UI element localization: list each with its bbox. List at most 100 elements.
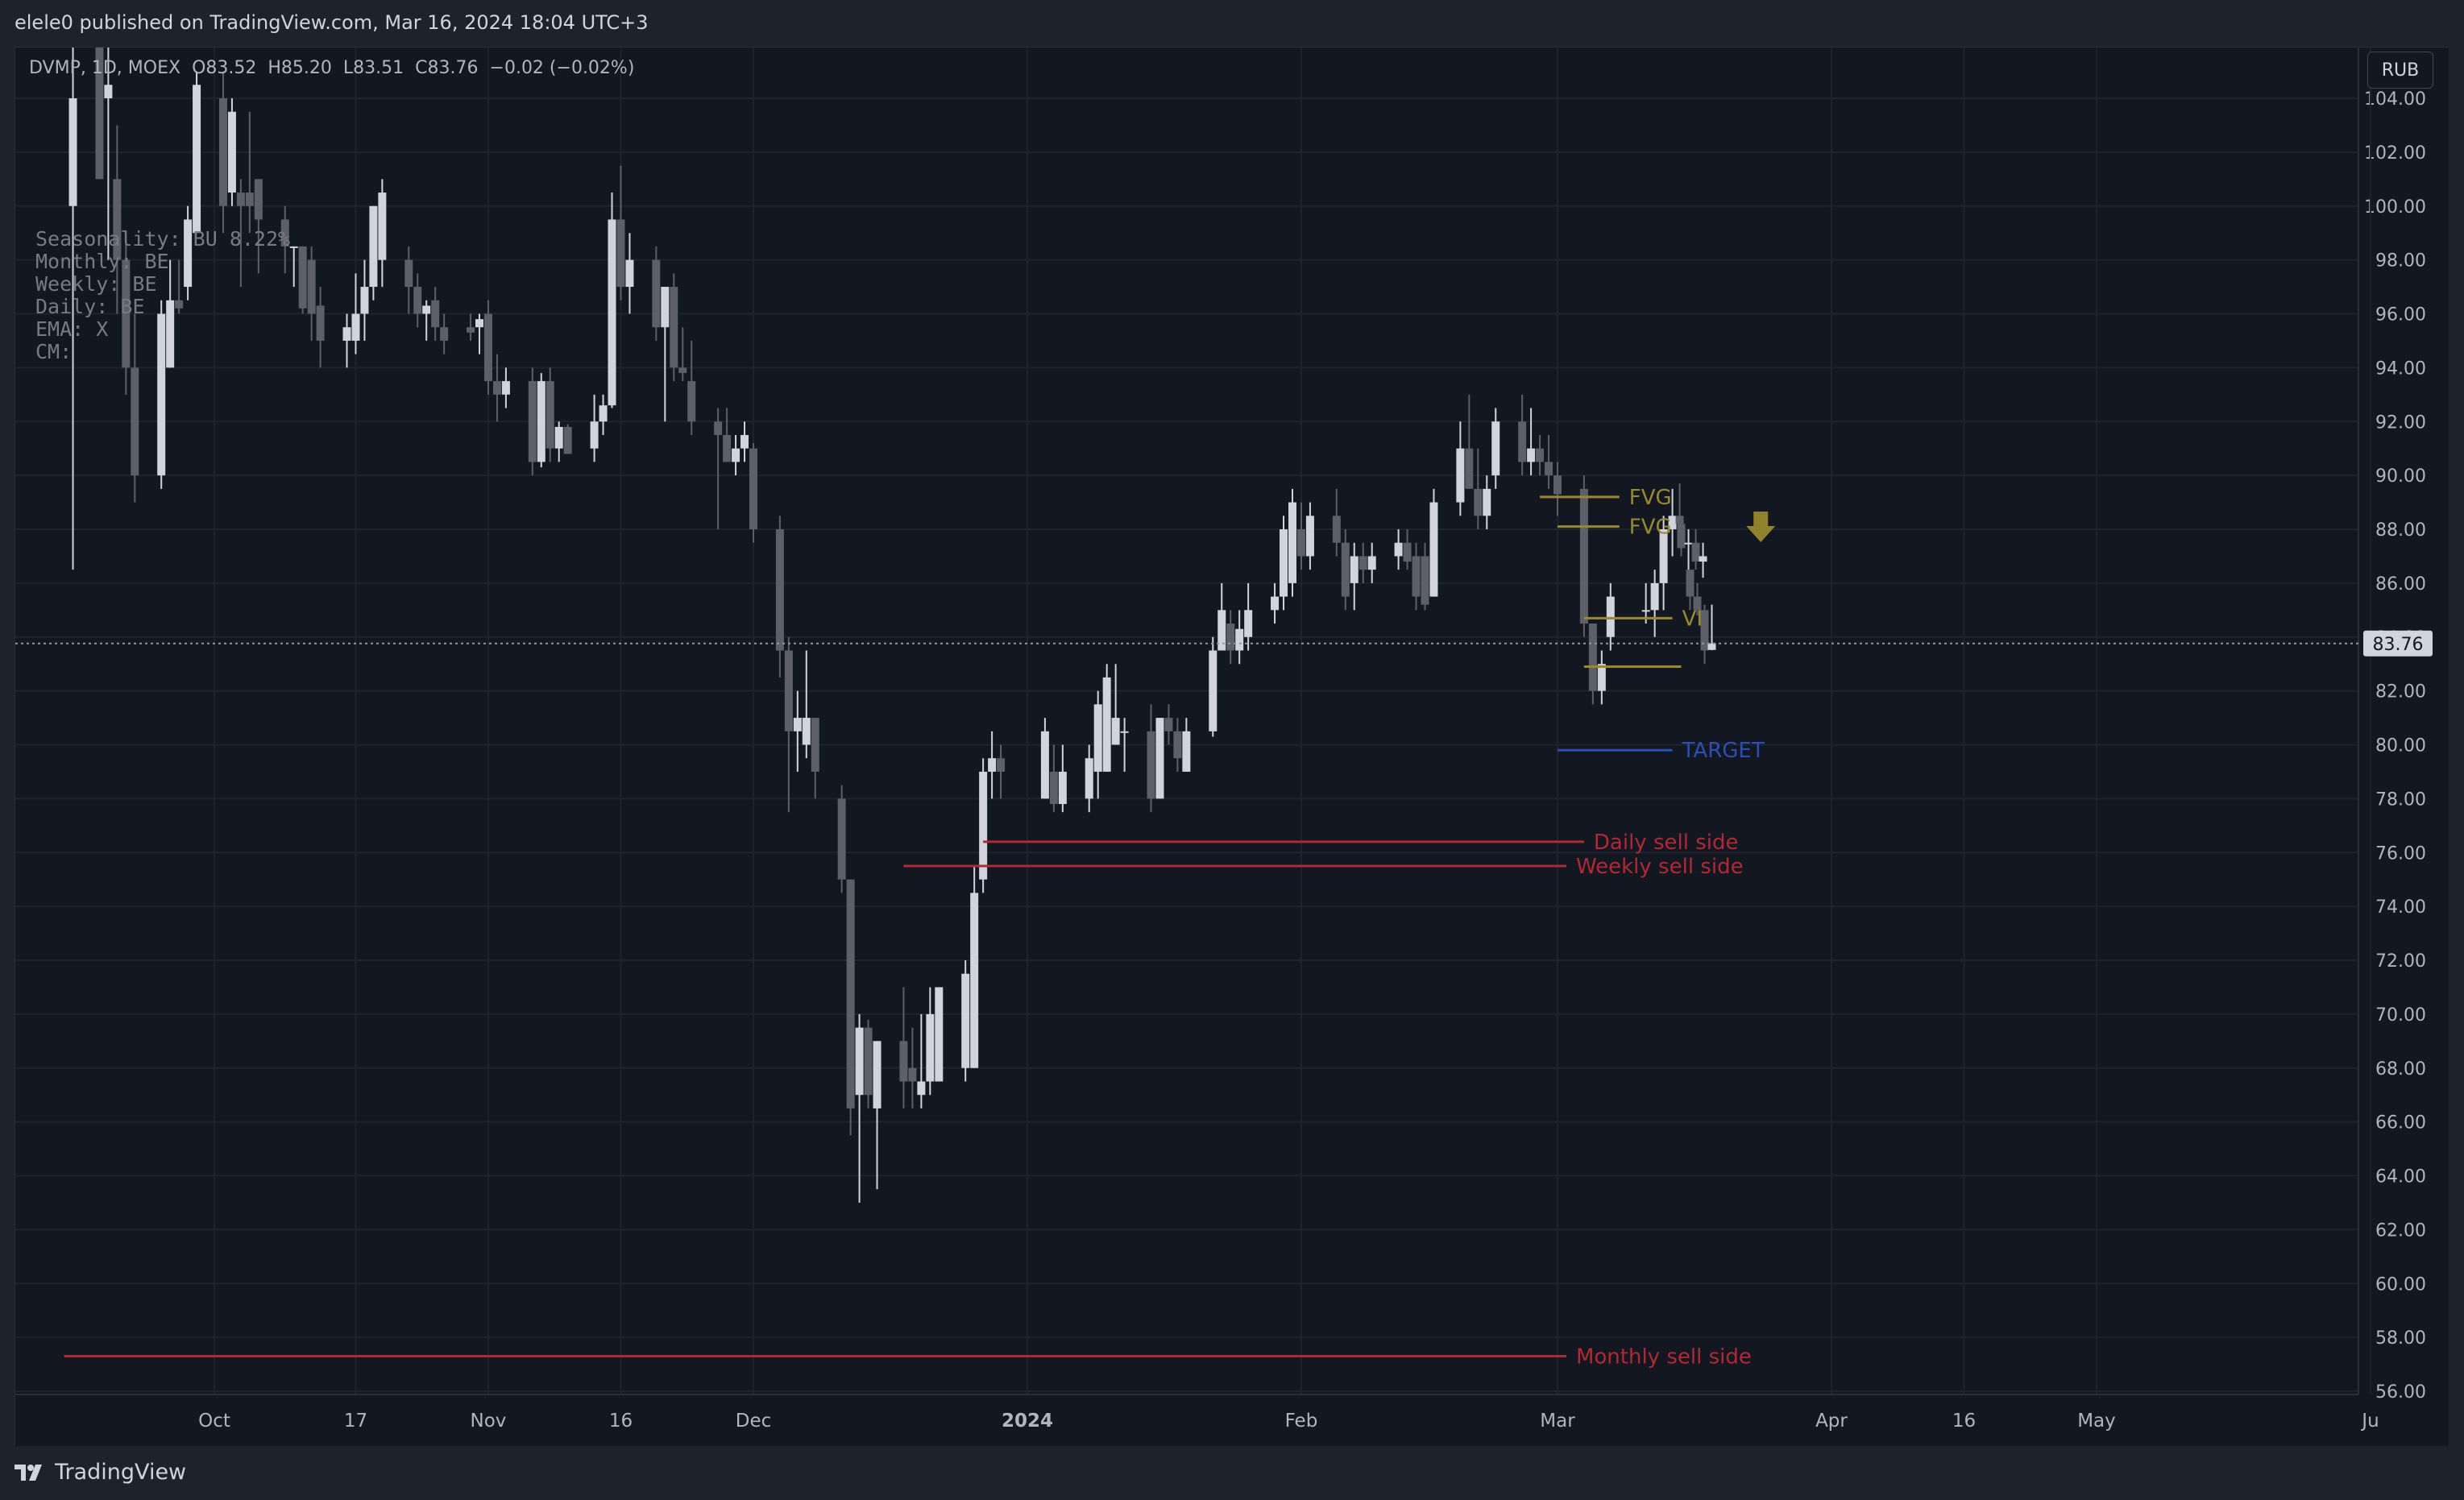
candle-body [1588, 624, 1597, 691]
candle-body [899, 1041, 908, 1082]
candle-body [1677, 524, 1686, 549]
legend-interval: 1D [91, 58, 117, 78]
candle-body [175, 300, 184, 309]
candle-body [1040, 731, 1049, 799]
price-axis-label: 70.00 [2375, 1005, 2426, 1026]
chart-frame[interactable]: 56.00 58.00 60.00 62.00 64.00 66.00 68.00 70.00… [15, 47, 2449, 1446]
time-axis-label: 16 [609, 1411, 633, 1432]
candle-body [1049, 771, 1058, 805]
candle-body [1474, 488, 1483, 516]
candle-body [1350, 556, 1359, 583]
candle-body [1553, 475, 1562, 495]
level-label: Daily sell side [1594, 831, 1739, 855]
time-axis-label: Ju [2360, 1411, 2379, 1432]
price-axis-label: 66.00 [2375, 1113, 2426, 1133]
candle-body [1684, 542, 1693, 545]
legend-symbol: DVMP [29, 58, 81, 78]
candle-body [1367, 556, 1376, 570]
candle-body [1699, 556, 1707, 562]
candle-body [1182, 731, 1191, 772]
header-bar: elele0 published on TradingView.com, Mar… [0, 0, 2464, 47]
last-price-tag [2363, 630, 2433, 657]
indicator-cm: CM: [35, 340, 73, 363]
candle-body [1429, 502, 1438, 597]
indicator-weekly: Weekly: BE [35, 272, 157, 296]
candle-body [979, 771, 988, 880]
candle-body [1111, 718, 1120, 745]
chart-background [15, 48, 2449, 1446]
price-axis-label: 104.00 [2364, 89, 2426, 110]
candle-body [1305, 516, 1314, 557]
candle-body [1280, 529, 1288, 597]
candle-body [997, 758, 1006, 772]
candle-body [1332, 516, 1341, 543]
legend-exchange: MOEX [127, 58, 181, 78]
candle-body [131, 367, 139, 476]
candle-body [492, 381, 501, 395]
candle-body [1164, 718, 1173, 731]
candle-body [846, 879, 855, 1108]
tradingview-logo[interactable]: TradingView [15, 1460, 186, 1485]
symbol-legend: DVMP, 1D, MOEX O83.52 H85.20 L83.51 C83.… [29, 58, 635, 78]
candle-body [1271, 596, 1280, 611]
last-price-value: 83.76 [2373, 635, 2424, 655]
candle-body [218, 98, 227, 206]
time-axis-label: 2024 [1002, 1411, 1053, 1432]
chart-canvas[interactable]: 56.00 58.00 60.00 62.00 64.00 66.00 68.00 70.00… [15, 48, 2449, 1446]
candle-body [1536, 448, 1545, 462]
candle-body [1456, 448, 1465, 503]
indicator-ema: EMA: X [35, 317, 109, 341]
candle-body [1296, 529, 1305, 557]
candle-body [802, 718, 811, 745]
candle-body [970, 893, 979, 1068]
candle-body [528, 381, 537, 462]
candle-body [298, 246, 307, 309]
price-axis-label: 74.00 [2375, 897, 2426, 918]
price-axis-label: 92.00 [2375, 412, 2426, 433]
candle-body [440, 327, 449, 341]
candle-body [1675, 516, 1684, 524]
candle-body [1527, 448, 1536, 462]
candle-body [563, 426, 572, 454]
candle-body [1412, 556, 1421, 597]
candle-body [351, 313, 360, 341]
legend-close: C83.76 [415, 58, 479, 78]
candle-body [599, 405, 608, 422]
candle-body [1093, 704, 1102, 772]
time-axis-label: 16 [1952, 1411, 1976, 1432]
candle-body [342, 327, 351, 341]
price-axis-label: 80.00 [2375, 736, 2426, 756]
candle-body [723, 434, 732, 462]
candle-body [307, 259, 316, 314]
candle-body [1691, 542, 1700, 562]
candle-body [316, 305, 325, 341]
indicator-text-block: Seasonality: BU 8.22% Monthly: BE Weekly… [35, 228, 290, 363]
candle-body [545, 381, 554, 449]
candle-body [793, 718, 802, 731]
candle-body [1707, 643, 1716, 650]
price-axis-label: 62.00 [2375, 1220, 2426, 1241]
time-axis-label: Dec [736, 1411, 772, 1432]
candle-body [1403, 542, 1412, 562]
candle-body [404, 259, 413, 288]
candle-body [740, 434, 749, 449]
candle-body [1668, 516, 1677, 529]
time-axis-label: 17 [344, 1411, 367, 1432]
candle-body [1155, 718, 1164, 799]
candle-body [1545, 462, 1553, 476]
candle-body [369, 205, 378, 288]
candle-body [413, 287, 422, 314]
legend-open: O83.52 [192, 58, 257, 78]
price-axis-label: 78.00 [2375, 789, 2426, 810]
candle-body [1693, 596, 1702, 611]
candle-body [1579, 488, 1588, 624]
candle-body [652, 259, 661, 328]
candle-body [537, 381, 545, 462]
candle-body [855, 1027, 864, 1096]
currency-button[interactable]: RUB [2367, 52, 2433, 89]
candle-body [873, 1041, 881, 1108]
price-axis-label: 64.00 [2375, 1167, 2426, 1187]
candle-body [1235, 628, 1244, 651]
candle-body [908, 1067, 917, 1082]
candle-body [608, 219, 616, 406]
